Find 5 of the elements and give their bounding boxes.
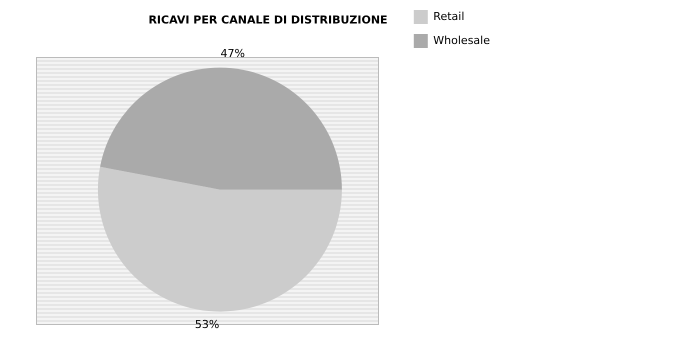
chart-title: RICAVI PER CANALE DI DISTRIBUZIONE (148, 13, 388, 26)
data-label: 53% (194, 318, 220, 331)
legend-label: Wholesale (433, 34, 490, 47)
legend-label: Retail (433, 10, 464, 23)
data-label: 47% (220, 47, 245, 60)
